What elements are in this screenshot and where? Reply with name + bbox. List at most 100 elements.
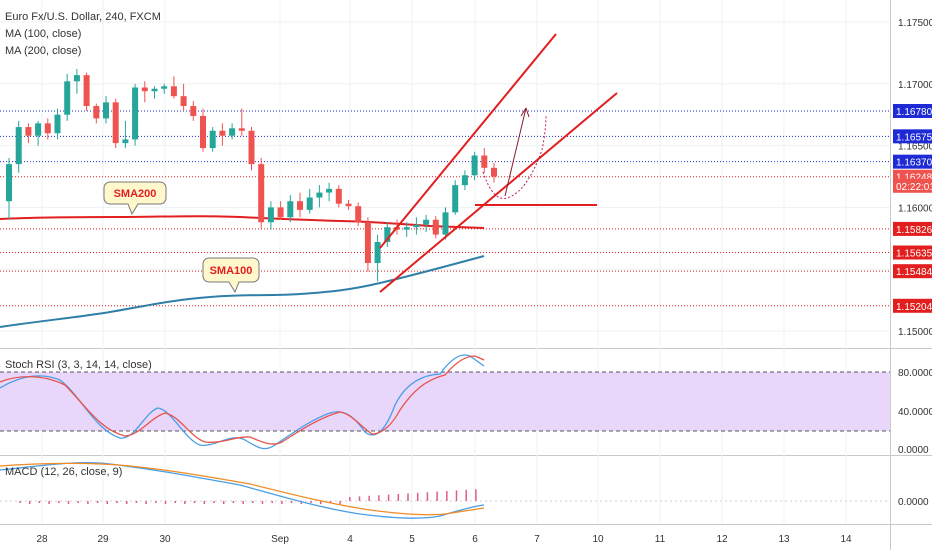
candle (384, 222, 391, 247)
sma100-callout[interactable]: SMA100 (202, 257, 260, 294)
time-tick-label: 6 (472, 534, 478, 545)
candle (355, 202, 362, 226)
stoch-rsi (0, 354, 890, 450)
candle (248, 127, 255, 171)
candle-body (25, 127, 32, 136)
price-tag-text: 02:22:01 (896, 182, 932, 193)
price-tick-label: 1.16000 (898, 203, 932, 214)
candle-body (161, 86, 168, 89)
candles (6, 68, 497, 282)
candle (345, 199, 352, 210)
stoch-k-line (0, 354, 485, 450)
candle-body (83, 75, 90, 107)
candle (316, 185, 323, 208)
candle (471, 151, 478, 181)
candle (209, 127, 216, 152)
time-tick-label: 13 (778, 534, 790, 545)
candle-body (316, 192, 323, 198)
candle-body (355, 206, 362, 223)
candle (132, 83, 139, 146)
candle (461, 170, 468, 191)
candle-body (461, 175, 468, 186)
candle (481, 148, 488, 173)
price-pane[interactable] (0, 0, 890, 348)
candle (103, 96, 109, 124)
candle (44, 118, 51, 140)
candle-body (297, 201, 303, 210)
candle (491, 162, 497, 183)
candle (93, 103, 100, 124)
candle-body (122, 139, 129, 144)
price-tick-label: 1.15000 (898, 327, 932, 338)
candle-body (326, 188, 333, 193)
macd-line (0, 462, 485, 519)
candle (267, 201, 274, 230)
price-tag: 1.16370 (893, 154, 932, 169)
candle-body (432, 219, 439, 235)
time-tick-label: 30 (159, 534, 171, 545)
candle (374, 234, 381, 282)
price-tag-text: 1.16370 (896, 158, 932, 169)
price-tag-bg (893, 264, 932, 279)
price-tag-bg (893, 245, 932, 260)
candle-body (219, 130, 226, 136)
candle-body (6, 164, 12, 202)
candle-body (112, 102, 119, 144)
stoch-tick-40: 40.0000 (898, 407, 932, 418)
sma100-label: SMA100 (210, 265, 253, 277)
candle (229, 123, 236, 140)
price-tag: 1.16575 (893, 129, 932, 144)
stoch-tick-80: 80.0000 (898, 368, 932, 379)
candle (54, 108, 61, 140)
candle (141, 81, 148, 103)
time-tick-label: 14 (840, 534, 852, 545)
candle (15, 120, 22, 173)
candle-body (200, 115, 206, 149)
candle (442, 207, 449, 240)
price-axis: 1.175001.170001.165001.160001.155001.150… (893, 18, 932, 338)
dotted-projection (482, 115, 547, 199)
price-tick-label: 1.16500 (898, 142, 932, 153)
candle (151, 86, 158, 99)
candle-body (229, 128, 236, 136)
time-tick-label: 7 (534, 534, 540, 545)
candle-body (287, 201, 294, 218)
candle (277, 201, 284, 220)
price-tag-bg (893, 154, 932, 169)
candle-body (277, 207, 284, 218)
channel-lower-line (379, 92, 618, 293)
candle (73, 68, 80, 94)
sma200-callout[interactable]: SMA200 (103, 181, 167, 216)
candle (170, 76, 177, 99)
candle-body (15, 127, 22, 165)
candle-body (190, 106, 197, 116)
candle-body (306, 197, 313, 210)
candle-body (452, 185, 459, 213)
price-tag-text: 1.16780 (896, 107, 932, 118)
price-tag-text: 1.15826 (896, 225, 932, 236)
candle (326, 182, 333, 202)
candle (452, 180, 459, 215)
price-tag: 1.15635 (893, 245, 932, 260)
time-tick-label: 28 (36, 534, 48, 545)
ma200-legend: MA (200, close) (5, 45, 81, 57)
macd (0, 462, 890, 519)
candle-body (73, 75, 80, 82)
candle (238, 108, 245, 136)
price-tag-bg (893, 178, 932, 193)
horizontal-levels (0, 110, 890, 307)
price-tag: 1.16780 (893, 103, 932, 118)
projection-arrow (504, 107, 527, 197)
macd-tick-0: 0.0000 (898, 497, 929, 508)
candle (335, 185, 342, 208)
price-tag: 1.15484 (893, 264, 932, 279)
price-tag-bg (893, 298, 932, 313)
price-tick-label: 1.17500 (898, 18, 932, 29)
candle-body (345, 203, 352, 207)
trend-drawings (379, 33, 618, 293)
candle (35, 120, 42, 146)
stoch-d-line (0, 355, 485, 445)
candle-body (403, 227, 410, 230)
